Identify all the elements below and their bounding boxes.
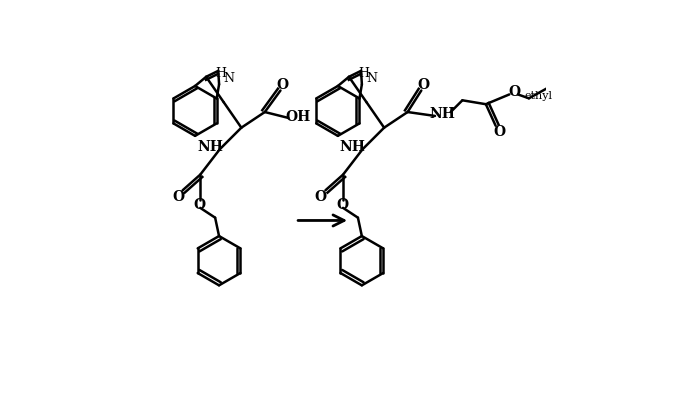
Text: H: H: [358, 67, 369, 80]
Text: O: O: [193, 198, 206, 212]
Text: ethyl: ethyl: [525, 91, 553, 101]
Text: N: N: [366, 72, 377, 85]
Text: NH: NH: [340, 140, 366, 154]
Text: NH: NH: [197, 140, 223, 154]
Text: O: O: [276, 78, 288, 92]
Text: O: O: [417, 78, 429, 92]
Text: OH: OH: [286, 110, 311, 124]
Text: O: O: [172, 190, 184, 204]
Text: O: O: [315, 190, 327, 204]
Text: N: N: [223, 72, 235, 85]
Text: NH: NH: [430, 107, 456, 121]
Text: O: O: [494, 125, 505, 139]
Text: H: H: [215, 67, 226, 80]
Text: O: O: [336, 198, 349, 212]
Text: O: O: [508, 85, 521, 99]
